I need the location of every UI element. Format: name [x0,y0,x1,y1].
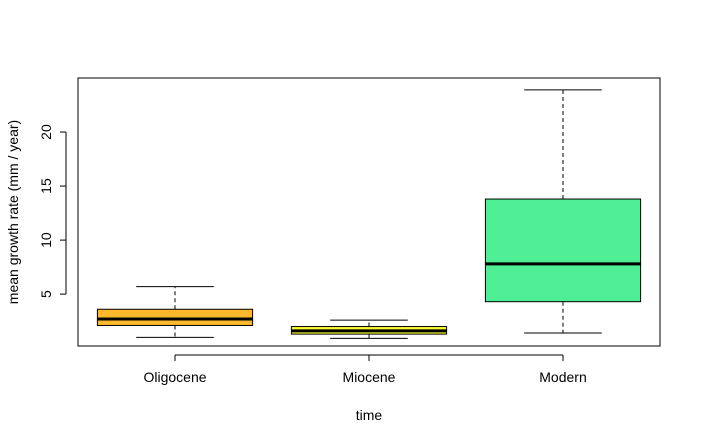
y-tick-label: 10 [38,232,54,248]
x-tick-label: Miocene [343,369,396,385]
box-modern [484,89,642,334]
iqr-box [96,308,254,326]
box-miocene [290,319,448,339]
iqr-box [484,198,642,303]
y-tick-label: 5 [38,290,54,298]
box-series [96,89,642,339]
x-axis: Oligocene Miocene Modern [143,354,587,385]
x-tick-label: Modern [539,369,586,385]
y-axis-title: mean growth rate (mm / year) [5,120,21,304]
x-tick-label: Oligocene [143,369,206,385]
plot-frame [77,77,661,347]
box-oligocene [96,286,254,338]
y-axis: 5 10 15 20 [38,124,67,298]
y-tick-label: 20 [38,124,54,140]
x-axis-title: time [356,407,383,423]
y-tick-label: 15 [38,178,54,194]
